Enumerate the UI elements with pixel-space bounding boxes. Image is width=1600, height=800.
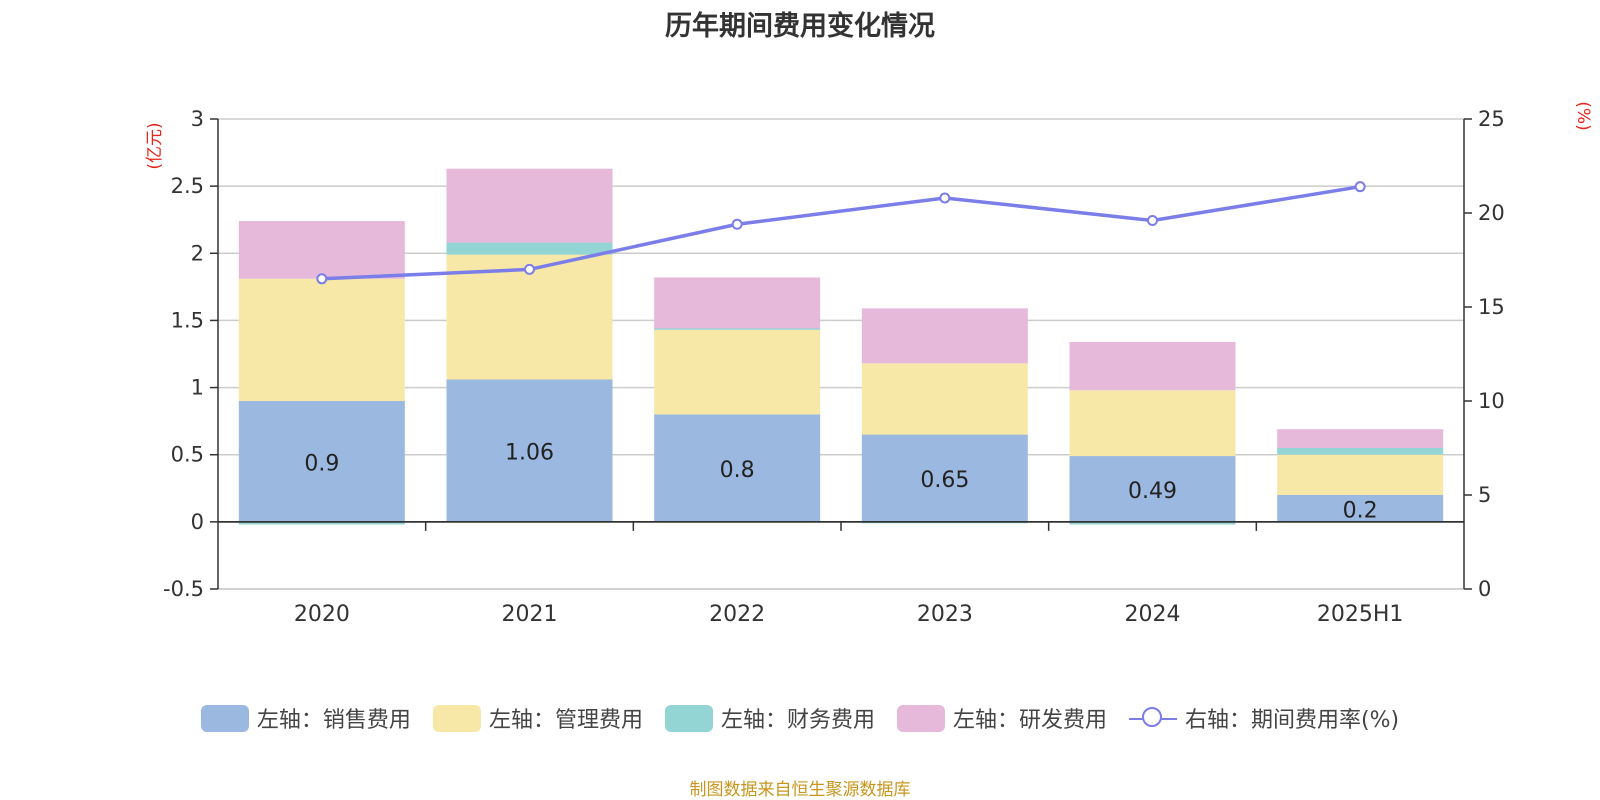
legend-line-marker-icon (1128, 705, 1177, 732)
rate-point (316, 273, 328, 285)
legend-swatch-rd (896, 704, 945, 732)
sales-data-label: 0.49 (1128, 479, 1177, 504)
legend-label-admin: 左轴：管理费用 (488, 708, 643, 733)
axes: -0.5 0 0.5 1 1.5 2 2.5 3 0 5 10 15 20 25 2020 2021 2022 2… (163, 107, 1505, 627)
right-axis-tick-label: 5 (1478, 483, 1491, 507)
legend-swatch-finance (664, 704, 713, 732)
legend-item-admin[interactable]: 左轴：管理费用 (432, 702, 643, 734)
sales-data-label: 0.2 (1343, 498, 1378, 523)
bar-segment (446, 242, 613, 255)
bar-segment (1069, 521, 1236, 525)
chart-area: -0.5 0 0.5 1 1.5 2 2.5 3 0 5 10 15 20 25 2020 2021 2022 2… (145, 101, 1593, 627)
data-labels: 0.9 1.06 0.8 0.65 0.49 0.2 (304, 441, 1377, 524)
legend-item-rd[interactable]: 左轴：研发费用 (896, 702, 1107, 734)
sales-data-label: 0.65 (920, 468, 969, 493)
bar-segment (654, 414, 821, 522)
left-axis-tick-label: 1 (191, 376, 204, 400)
bar-segment (238, 401, 405, 522)
rate-line (321, 184, 1361, 281)
rate-point (731, 218, 743, 230)
left-axis-tick-label: 0.5 (171, 443, 204, 467)
right-axis-unit-label: (%) (1573, 101, 1593, 130)
bar-segment (1277, 495, 1444, 522)
bar-segment (446, 254, 613, 380)
rate-point (1147, 215, 1158, 227)
bar-segment (1069, 390, 1236, 457)
x-axis-tick-label: 2022 (709, 602, 765, 627)
x-axis-tick-label: 2020 (294, 602, 350, 627)
x-axis-tick-label: 2021 (502, 602, 558, 627)
bar-segment (1277, 429, 1444, 448)
x-axis-tick-label: 2025H1 (1317, 602, 1404, 627)
right-axis-tick-label: 20 (1478, 201, 1505, 225)
left-axis-tick-label: 2 (191, 241, 204, 265)
rate-line-series (316, 181, 1366, 285)
left-axis-tick-label: -0.5 (163, 577, 204, 601)
x-axis-tick-label: 2024 (1125, 602, 1181, 627)
legend-label-rd: 左轴：研发费用 (952, 708, 1107, 733)
legend-item-rate[interactable]: 右轴：期间费用率(%) (1128, 702, 1400, 734)
legend-label-sales: 左轴：销售费用 (256, 708, 411, 733)
legend-swatch-admin (432, 704, 481, 732)
left-axis-tick-label: 2.5 (171, 174, 204, 198)
right-axis-tick-label: 10 (1478, 389, 1505, 413)
bar-segment (1277, 454, 1444, 495)
legend-item-sales[interactable]: 左轴：销售费用 (200, 702, 411, 734)
sales-data-label: 1.06 (505, 441, 554, 466)
bar-segment (238, 521, 405, 525)
bar-segment (654, 329, 821, 415)
bar-segment (861, 363, 1028, 435)
left-axis-tick-label: 3 (191, 107, 204, 131)
bar-segment (238, 278, 405, 401)
bar-segment (1069, 456, 1236, 522)
legend-swatch-sales (200, 704, 249, 732)
bar-segment (1277, 448, 1444, 455)
rate-point (1354, 181, 1366, 193)
bar-segment (861, 308, 1028, 364)
right-axis-tick-label: 15 (1478, 295, 1505, 319)
left-axis-tick-label: 0 (191, 510, 204, 534)
right-axis-tick-label: 25 (1478, 107, 1505, 131)
sales-data-label: 0.9 (304, 451, 339, 476)
rate-point (524, 263, 535, 275)
bar-segment (654, 328, 821, 330)
x-axis-tick-label: 2023 (917, 602, 973, 627)
rate-point (939, 192, 951, 204)
left-axis-unit-label: (亿元) (145, 122, 165, 169)
legend-label-finance: 左轴：财务费用 (720, 708, 875, 733)
legend-label-rate: 右轴：期间费用率(%) (1184, 708, 1400, 733)
grid-lines (218, 118, 1464, 590)
data-source-note: 制图数据来自恒生聚源数据库 (689, 780, 911, 800)
bar-segment (1069, 341, 1236, 391)
bar-segment (654, 277, 821, 329)
chart-title: 历年期间费用变化情况 (665, 11, 935, 42)
bar-segment (446, 168, 613, 243)
legend: 左轴：销售费用 左轴：管理费用 左轴：财务费用 左轴：研发费用 右轴：期间费用率… (0, 702, 1600, 734)
legend-item-finance[interactable]: 左轴：财务费用 (664, 702, 875, 734)
bar-segment (861, 434, 1028, 522)
bar-segment (238, 221, 405, 279)
bar-segment (446, 379, 613, 522)
bar-series (238, 168, 1444, 525)
right-axis-tick-label: 0 (1478, 577, 1491, 601)
left-axis-tick-label: 1.5 (171, 308, 204, 332)
sales-data-label: 0.8 (720, 458, 755, 483)
